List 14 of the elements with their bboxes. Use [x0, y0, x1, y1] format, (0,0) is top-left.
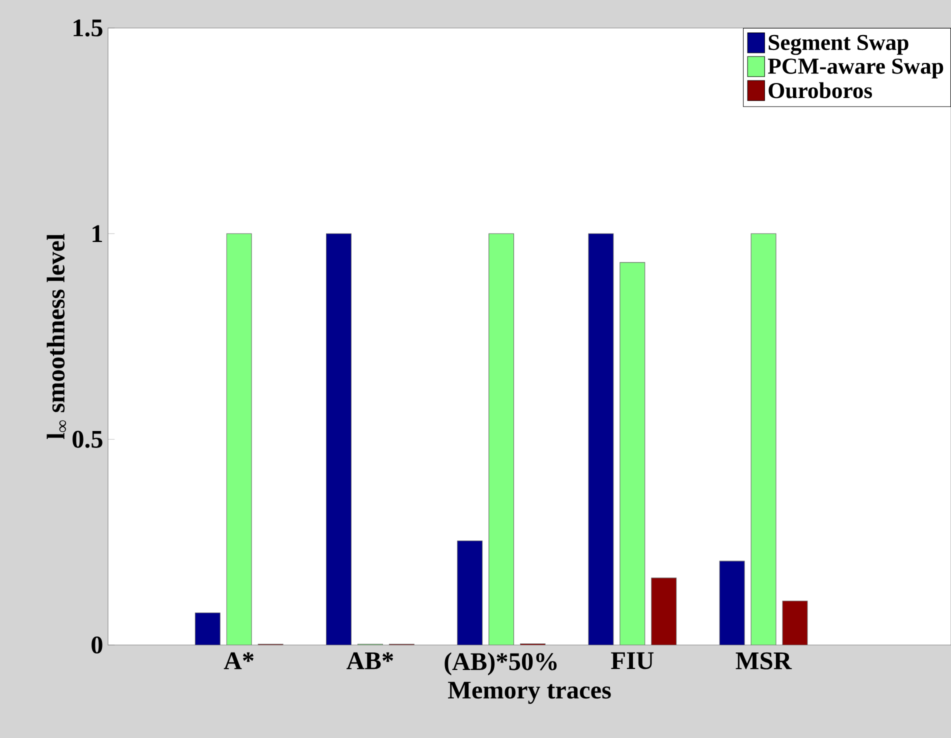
y-tick-label: 0: [92, 636, 102, 654]
x-tick-label: A*: [224, 652, 254, 670]
x-tick-label: FIU: [611, 652, 654, 670]
x-axis-title: Memory traces: [448, 682, 611, 704]
legend-label: Ouroboros: [768, 82, 872, 98]
y-tick-label: 0.5: [72, 430, 102, 448]
x-tick-label: (AB)*50%: [444, 652, 557, 676]
y-axis-title: l$_{∞}$ smoothness level: [46, 234, 66, 440]
y-tick-label: 1: [92, 225, 102, 242]
y-tick-label: 1.5: [74, 19, 102, 37]
legend-label: PCM-aware Swap: [768, 58, 944, 78]
x-tick-label: MSR: [736, 652, 792, 670]
x-tick-label: AB*: [346, 652, 394, 670]
legend-label: Segment Swap: [768, 34, 908, 55]
